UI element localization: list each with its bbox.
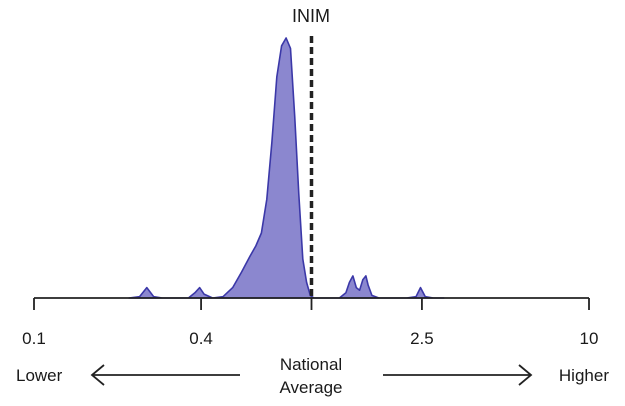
- higher-label: Higher: [559, 366, 609, 385]
- chart-title: INIM: [292, 6, 330, 26]
- average-label: Average: [279, 378, 342, 397]
- lower-arrow-head: [90, 364, 105, 386]
- x-axis-ticks: 0.1 0.4 2.5 10: [22, 298, 598, 348]
- x-tick-label: 0.4: [189, 329, 213, 348]
- x-tick-label: 2.5: [410, 329, 434, 348]
- x-tick-label: 0.1: [22, 329, 46, 348]
- higher-arrow-head: [518, 364, 533, 386]
- lower-label: Lower: [16, 366, 63, 385]
- national-label: National: [280, 355, 342, 374]
- x-tick-label: 10: [580, 329, 599, 348]
- density-area: [128, 37, 445, 299]
